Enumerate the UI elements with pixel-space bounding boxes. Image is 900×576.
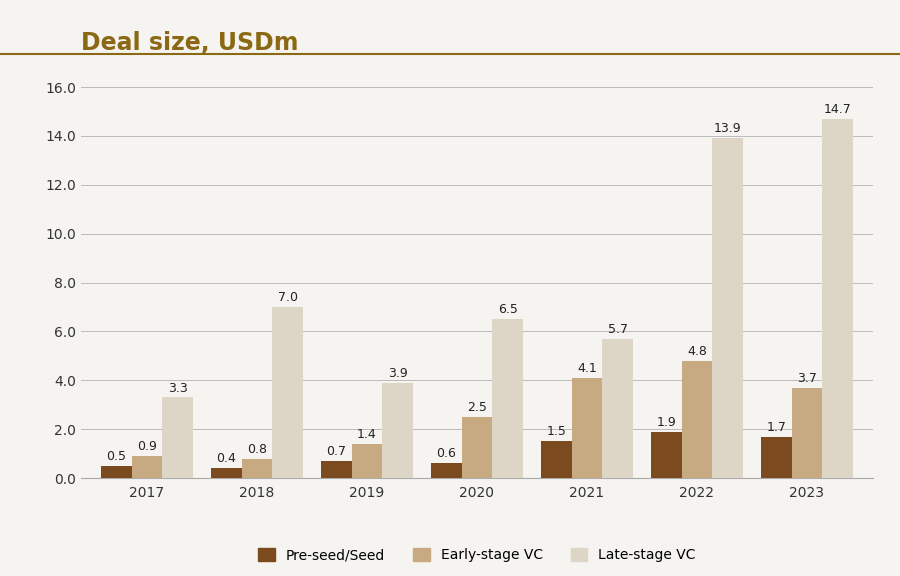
Bar bbox=[792, 388, 823, 478]
Text: 1.4: 1.4 bbox=[357, 428, 377, 441]
Text: 3.7: 3.7 bbox=[797, 372, 817, 385]
Text: 0.6: 0.6 bbox=[436, 448, 456, 460]
Text: Deal size, USDm: Deal size, USDm bbox=[81, 31, 299, 55]
Bar bbox=[823, 119, 853, 478]
Text: 13.9: 13.9 bbox=[714, 123, 742, 135]
Text: 1.7: 1.7 bbox=[766, 420, 786, 434]
Bar bbox=[713, 138, 743, 478]
Bar bbox=[760, 437, 792, 478]
Text: 0.5: 0.5 bbox=[106, 450, 126, 463]
Text: 14.7: 14.7 bbox=[824, 103, 851, 116]
Bar bbox=[492, 319, 523, 478]
Text: 7.0: 7.0 bbox=[278, 291, 298, 304]
Bar bbox=[602, 339, 634, 478]
Text: 0.7: 0.7 bbox=[326, 445, 346, 458]
Bar bbox=[572, 378, 602, 478]
Text: 5.7: 5.7 bbox=[608, 323, 628, 336]
Bar bbox=[431, 464, 462, 478]
Text: 0.9: 0.9 bbox=[137, 440, 157, 453]
Bar bbox=[101, 466, 131, 478]
Bar bbox=[273, 307, 303, 478]
Bar bbox=[352, 444, 382, 478]
Text: 4.8: 4.8 bbox=[687, 345, 707, 358]
Legend: Pre-seed/Seed, Early-stage VC, Late-stage VC: Pre-seed/Seed, Early-stage VC, Late-stag… bbox=[251, 541, 703, 569]
Bar bbox=[382, 383, 413, 478]
Text: 6.5: 6.5 bbox=[498, 304, 518, 316]
Text: 3.3: 3.3 bbox=[168, 381, 188, 395]
Bar bbox=[211, 468, 241, 478]
Text: 0.4: 0.4 bbox=[216, 452, 236, 465]
Text: 4.1: 4.1 bbox=[577, 362, 597, 375]
Text: 0.8: 0.8 bbox=[247, 442, 267, 456]
Bar bbox=[681, 361, 713, 478]
Bar bbox=[241, 458, 273, 478]
Text: 3.9: 3.9 bbox=[388, 367, 408, 380]
Bar bbox=[162, 397, 194, 478]
Text: 1.5: 1.5 bbox=[546, 426, 566, 438]
Bar bbox=[320, 461, 352, 478]
Bar bbox=[651, 431, 681, 478]
Bar bbox=[541, 441, 572, 478]
Text: 2.5: 2.5 bbox=[467, 401, 487, 414]
Text: 1.9: 1.9 bbox=[656, 416, 676, 429]
Bar bbox=[462, 417, 492, 478]
Bar bbox=[131, 456, 162, 478]
